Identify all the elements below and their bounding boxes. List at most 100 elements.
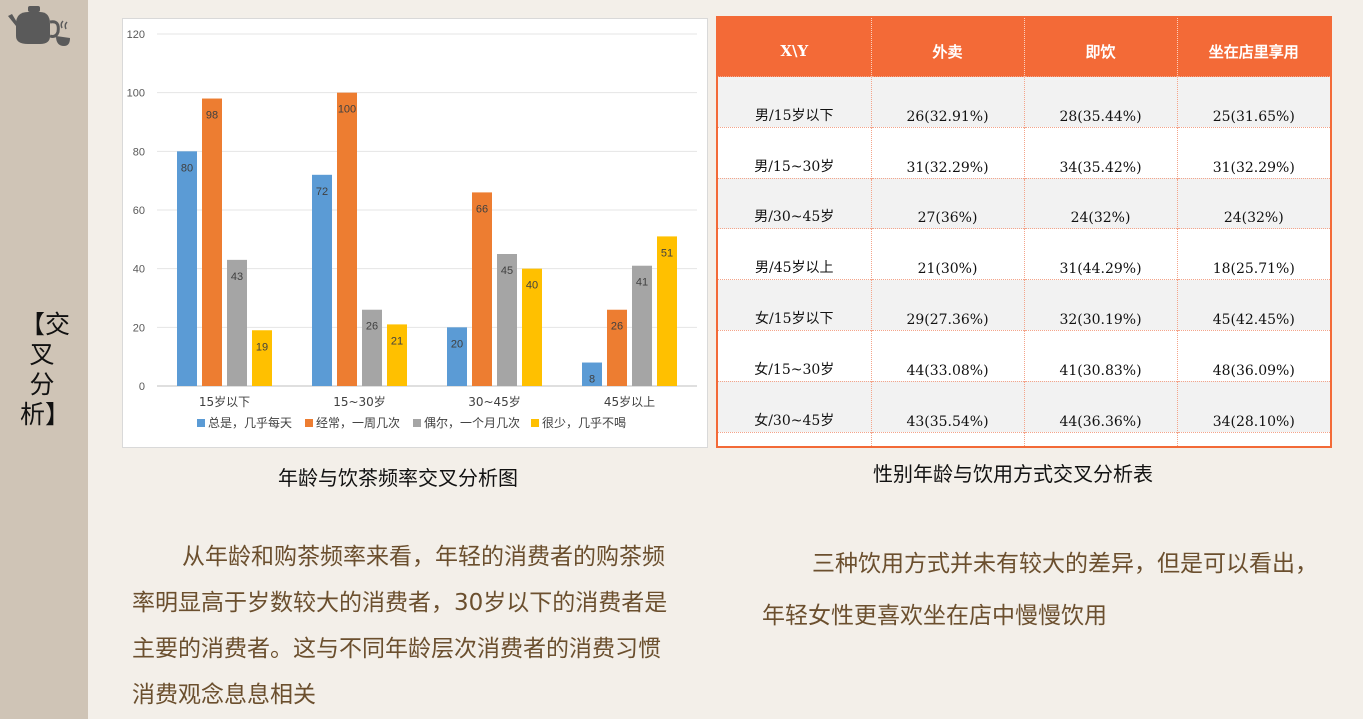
table-cell: 27(36%) <box>871 177 1025 229</box>
x-tick-label: 15岁以下 <box>199 394 250 409</box>
table-row: 男/15岁以下 26(32.91%) 28(35.44%) 25(31.65%) <box>718 76 1330 128</box>
table-cell: 41(30.83%) <box>1024 329 1178 382</box>
table-cell: 31(32.29%) <box>1177 126 1330 179</box>
chart-panel: 0 20 40 60 80 100 120 80 98 43 19 15岁以下 72 100 26 21 15~… <box>122 18 708 448</box>
table-row: 男/30~45岁 27(36%) 24(32%) 24(32%) <box>718 177 1330 229</box>
bar <box>312 174 332 386</box>
data-label: 19 <box>256 341 268 353</box>
cross-table: X\Y 外卖 即饮 坐在店里享用 男/15岁以下 26(32.91%) 28(35.44%… <box>718 18 1330 446</box>
legend-label: 经常，一周几次 <box>316 416 400 430</box>
table-cell: 25(31.65%) <box>1177 76 1330 128</box>
table-cell: 21(30%) <box>871 228 1025 280</box>
data-label: 40 <box>526 280 538 292</box>
table-header-cell: 即饮 <box>1024 18 1178 77</box>
table-cell: 34(35.42%) <box>1024 126 1178 179</box>
analysis-text-right: 三种饮用方式并未有较大的差异，但是可以看出，年轻女性更喜欢坐在店中慢慢饮用 <box>762 551 1318 629</box>
bar <box>227 259 247 386</box>
bar <box>387 324 407 386</box>
table-cell: 44(33.08%) <box>871 329 1025 382</box>
legend-label: 偶尔，一个月几次 <box>424 415 520 430</box>
table-cell: 18(25.71%) <box>1177 228 1330 280</box>
data-label: 26 <box>366 321 378 333</box>
data-label: 98 <box>206 110 218 122</box>
table-row-label: 男/15~30岁 <box>718 126 872 179</box>
bar <box>337 92 357 387</box>
data-label: 80 <box>181 162 193 174</box>
data-label: 21 <box>391 335 403 347</box>
table-body: 男/15岁以下 26(32.91%) 28(35.44%) 25(31.65%) 男/1… <box>718 76 1330 446</box>
table-cell: 34(28.10%) <box>1177 380 1330 433</box>
x-tick-label: 15~30岁 <box>333 394 386 409</box>
bar <box>582 362 602 386</box>
table-header-row: X\Y 外卖 即饮 坐在店里享用 <box>718 18 1330 77</box>
data-label: 20 <box>451 338 463 350</box>
legend-swatch <box>413 419 421 427</box>
data-label: 100 <box>338 104 356 116</box>
table-cell: 29(27.36%) <box>871 279 1025 331</box>
table-cell: 28(35.44%) <box>1024 76 1178 128</box>
bar <box>472 192 492 386</box>
table-row: 女/30~45岁 43(35.54%) 44(36.36%) 34(28.10%) <box>718 380 1330 433</box>
y-tick-label: 100 <box>127 88 145 100</box>
chart-caption: 年龄与饮茶频率交叉分析图 <box>278 466 518 490</box>
data-label: 26 <box>611 321 623 333</box>
bar <box>447 327 467 386</box>
legend-swatch <box>531 419 539 427</box>
table-row-label: 男/45岁以上 <box>718 228 872 280</box>
bar <box>607 309 627 386</box>
table-cell: 31(32.29%) <box>871 126 1025 179</box>
table-row-label: 女/45岁以上 <box>718 431 872 446</box>
table-cell: 31(44.29%) <box>1024 228 1178 280</box>
analysis-paragraph-left: 从年龄和购茶频率来看，年轻的消费者的购茶频率明显高于岁数较大的消费者，30岁以下… <box>132 534 680 718</box>
y-tick-label: 60 <box>133 205 145 217</box>
data-label: 8 <box>589 374 595 386</box>
bar <box>362 309 382 386</box>
table-cell: 45(42.45%) <box>1177 279 1330 331</box>
bar <box>497 254 517 386</box>
table-cell: 24(32%) <box>1177 177 1330 229</box>
legend-label: 总是，几乎每天 <box>208 415 292 430</box>
table-row: 女/45岁以上20(26.32%)27(35.53%)29(38.16%) <box>718 431 1330 446</box>
bar <box>632 265 652 386</box>
bar-chart: 0 20 40 60 80 100 120 80 98 43 19 15岁以下 72 100 26 21 15~… <box>127 29 697 430</box>
y-tick-label: 0 <box>139 381 145 393</box>
x-tick-label: 30~45岁 <box>468 394 521 409</box>
table-cell: 48(36.09%) <box>1177 329 1330 382</box>
table-row-label: 女/15~30岁 <box>718 329 872 382</box>
table-cell: 43(35.54%) <box>871 380 1025 433</box>
x-tick-label: 45岁以上 <box>604 394 655 409</box>
table-header-cell: X\Y <box>718 18 872 77</box>
table-cell: 27(35.53%) <box>1024 431 1178 446</box>
table-header-cell: 坐在店里享用 <box>1177 18 1330 77</box>
table-row: 女/15岁以下 29(27.36%) 32(30.19%) 45(42.45%) <box>718 279 1330 331</box>
table-cell: 44(36.36%) <box>1024 380 1178 433</box>
table-cell: 32(30.19%) <box>1024 279 1178 331</box>
bar <box>177 151 197 386</box>
data-label: 45 <box>501 265 513 277</box>
data-label: 43 <box>231 271 243 283</box>
table-row-label: 男/30~45岁 <box>718 177 872 229</box>
data-label: 66 <box>476 203 488 215</box>
table-caption: 性别年龄与饮用方式交叉分析表 <box>873 462 1153 486</box>
data-label: 51 <box>661 247 673 259</box>
table-row-label: 男/15岁以下 <box>718 76 872 128</box>
analysis-paragraph-right: 三种饮用方式并未有较大的差异，但是可以看出，年轻女性更喜欢坐在店中慢慢饮用 <box>762 538 1322 642</box>
data-label: 72 <box>316 186 328 198</box>
bar <box>522 268 542 386</box>
legend-swatch <box>305 419 313 427</box>
bar <box>657 236 677 386</box>
sidebar-title: 【交叉分析】 <box>20 310 71 429</box>
teapot-icon <box>8 6 70 46</box>
table-cell: 29(38.16%) <box>1177 431 1330 446</box>
bar <box>252 330 272 386</box>
cross-table-panel: X\Y 外卖 即饮 坐在店里享用 男/15岁以下 26(32.91%) 28(35.44%… <box>716 16 1332 448</box>
bar <box>202 98 222 387</box>
y-tick-label: 40 <box>133 264 145 276</box>
legend-swatch <box>197 419 205 427</box>
y-tick-label: 20 <box>133 322 145 334</box>
analysis-text-left: 从年龄和购茶频率来看，年轻的消费者的购茶频率明显高于岁数较大的消费者，30岁以下… <box>132 544 668 708</box>
table-cell: 20(26.32%) <box>871 431 1025 446</box>
y-tick-label: 120 <box>127 29 145 41</box>
sidebar: 【交叉分析】 <box>0 0 88 719</box>
y-tick-label: 80 <box>133 146 145 158</box>
